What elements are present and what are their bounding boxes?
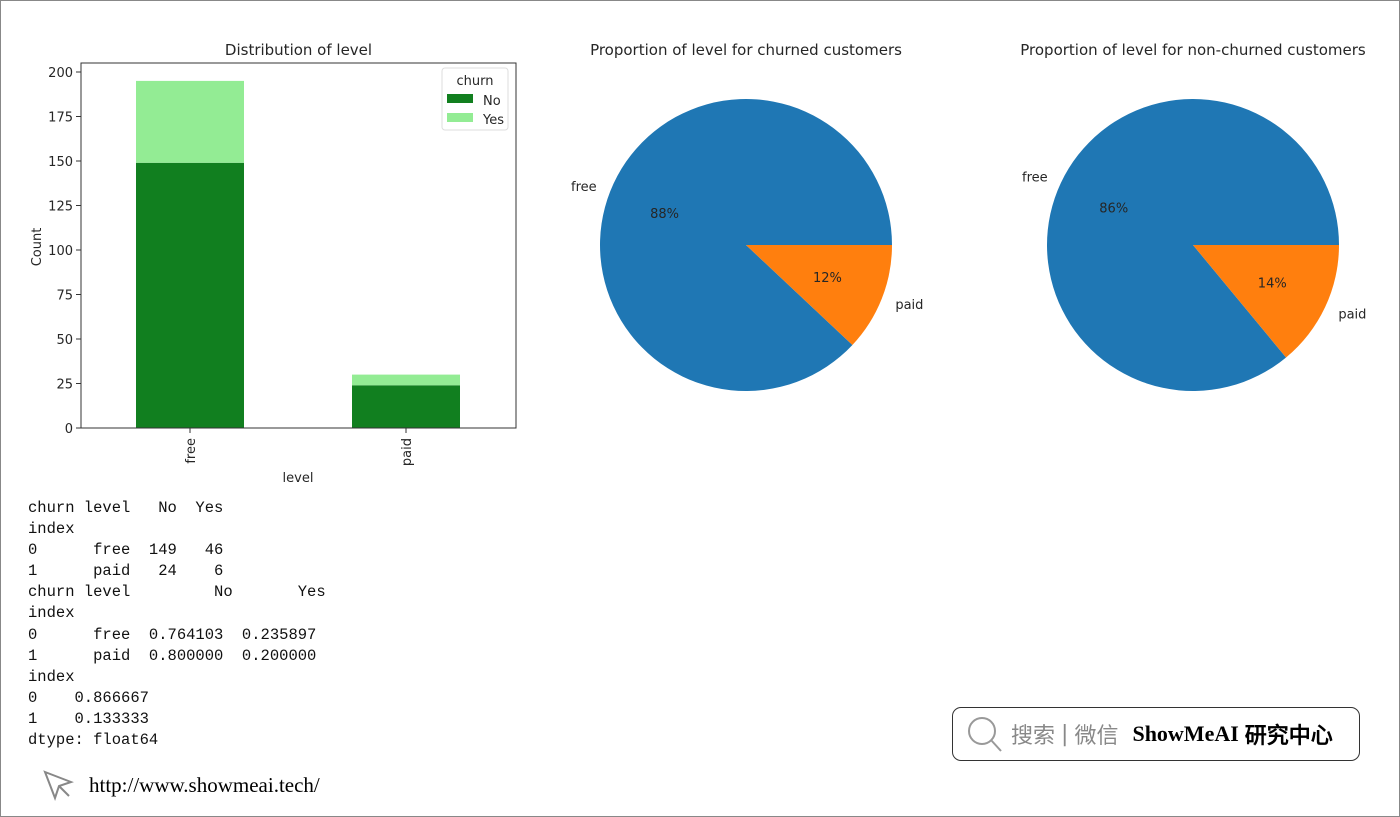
bar-paid-Yes	[352, 374, 460, 386]
pie-pct-label: 86%	[1099, 202, 1128, 217]
y-tick-label: 25	[56, 378, 73, 393]
search-label: 搜索	[1011, 724, 1056, 749]
search-icon	[968, 717, 1002, 752]
pie-label: free	[1022, 171, 1048, 186]
y-tick-label: 0	[65, 422, 73, 437]
legend-label: Yes	[482, 113, 504, 128]
bar-free-Yes	[136, 80, 244, 163]
x-tick-label: paid	[400, 438, 415, 466]
cursor-icon	[43, 770, 74, 801]
legend-swatch-No	[447, 94, 473, 103]
chart-title: Distribution of level	[225, 41, 372, 59]
y-tick-label: 100	[48, 244, 73, 259]
bar-free-No	[136, 162, 244, 428]
pie-slice-free	[1046, 98, 1339, 392]
showmeai-badge: 搜索 | 微信 ShowMeAI 研究中心	[952, 707, 1360, 761]
y-tick-label: 125	[48, 200, 73, 215]
legend-label: No	[483, 94, 501, 109]
pie-label: paid	[895, 298, 923, 313]
separator: |	[1061, 721, 1069, 747]
y-tick-label: 175	[48, 111, 73, 126]
charts: Distribution of level free paid 0 25 50 75 100 1…	[30, 41, 1366, 486]
pie-label: free	[571, 180, 597, 195]
y-tick-label: 200	[48, 66, 73, 81]
y-axis-label: Count	[30, 228, 45, 267]
pie-slice-paid	[1193, 245, 1339, 358]
x-axis-label: level	[283, 471, 314, 486]
y-tick-label: 50	[56, 333, 73, 348]
wechat-label: 微信	[1074, 724, 1119, 749]
pie-title: Proportion of level for churned customer…	[590, 41, 902, 59]
pie-pct-label: 12%	[813, 271, 842, 286]
pie-title: Proportion of level for non-churned cust…	[1020, 41, 1366, 59]
link-text[interactable]: http://www.showmeai.tech/	[89, 772, 320, 797]
pie-slice-paid	[746, 245, 892, 345]
x-tick-label: free	[184, 438, 199, 464]
legend-title: churn	[457, 74, 494, 89]
y-tick-label: 75	[56, 289, 73, 304]
pie-pct-label: 88%	[650, 207, 679, 222]
brand-name: ShowMeAI	[1132, 721, 1239, 746]
website-link[interactable]: http://www.showmeai.tech/	[41, 768, 320, 802]
legend-swatch-Yes	[447, 113, 473, 122]
plot-frame	[80, 62, 517, 429]
brand-suffix: 研究中心	[1244, 724, 1333, 749]
pie-pct-label: 14%	[1258, 276, 1287, 291]
text-output: churn level No Yes index 0 free 149 46 1…	[28, 499, 326, 750]
y-tick-label: 150	[48, 155, 73, 170]
bar-paid-No	[352, 385, 460, 428]
pie-label: paid	[1338, 307, 1366, 322]
